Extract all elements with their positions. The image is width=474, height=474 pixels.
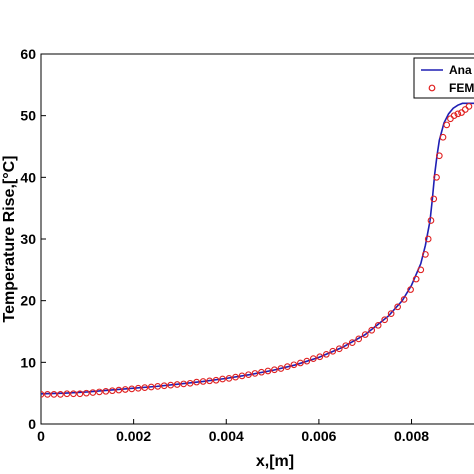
- fem-data-point: [271, 366, 278, 374]
- fem-data-point: [147, 383, 155, 391]
- fem-data-point: [381, 316, 389, 324]
- fem-data-point: [134, 384, 142, 392]
- y-axis-ticks: 0 10 20 30 40 50 60: [20, 46, 46, 432]
- fem-data-point: [342, 342, 350, 350]
- fem-data-point: [355, 335, 363, 343]
- fem-data-point: [407, 286, 414, 293]
- fem-data-point: [41, 391, 45, 398]
- fem-data-point: [121, 386, 129, 393]
- x-tick-label: 0.006: [301, 428, 336, 444]
- x-axis-ticks: 0 0.002 0.004 0.006 0.008: [37, 419, 429, 444]
- x-tick-label: 0: [37, 428, 45, 444]
- y-tick-label: 20: [20, 293, 36, 309]
- fem-data-point: [232, 373, 239, 381]
- fem-data-point: [199, 378, 207, 385]
- fem-data-point: [303, 357, 311, 365]
- fem-data-point: [115, 386, 123, 394]
- fem-data-point: [433, 173, 440, 181]
- fem-data-point: [361, 331, 369, 338]
- fem-data-point: [439, 133, 447, 141]
- fem-data-point: [430, 195, 438, 203]
- fem-data-point: [96, 388, 103, 396]
- x-tick-label: 0.008: [394, 428, 429, 444]
- fem-data-point: [238, 372, 246, 380]
- fem-data-point: [154, 383, 162, 390]
- fem-data-point: [83, 389, 90, 397]
- fem-data-point: [264, 367, 272, 375]
- fem-data-point: [417, 266, 425, 274]
- y-tick-label: 0: [28, 416, 36, 432]
- fem-data-point: [173, 381, 181, 388]
- fem-data-point: [108, 387, 116, 395]
- fem-data-point: [76, 390, 84, 398]
- fem-data-point: [63, 390, 71, 398]
- series-layer: [41, 102, 474, 398]
- y-tick-label: 50: [20, 108, 36, 124]
- fem-data-point: [258, 368, 265, 376]
- fem-data-point: [167, 381, 175, 389]
- fem-data-point: [290, 361, 298, 369]
- fem-data-point: [128, 385, 136, 393]
- fem-data-point: [225, 375, 233, 382]
- fem-data-point: [44, 391, 51, 398]
- fem-data-point: [443, 121, 451, 129]
- fem-data-point: [322, 350, 330, 358]
- fem-data-point: [141, 384, 149, 391]
- fem-data-point: [424, 235, 432, 243]
- fem-data-point: [284, 363, 291, 371]
- fem-data-point: [180, 380, 187, 388]
- fem-data-point: [251, 370, 259, 377]
- y-tick-label: 40: [20, 169, 36, 185]
- fem-data-point: [89, 389, 97, 396]
- fem-data-point: [400, 296, 408, 303]
- fem-data-point: [454, 110, 462, 118]
- x-tick-label: 0.004: [209, 428, 244, 444]
- fem-data-point: [245, 371, 252, 379]
- fem-data-point: [412, 275, 420, 283]
- x-tick-label: 0.002: [116, 428, 151, 444]
- legend-box: [413, 57, 474, 99]
- legend-circle-marker: [428, 84, 436, 92]
- legend-entry-ana: Ana: [449, 63, 472, 77]
- fem-data-point: [57, 391, 64, 398]
- fem-data-point: [329, 347, 337, 355]
- fem-data-point: [297, 359, 304, 367]
- fem-data-point: [70, 390, 77, 398]
- y-axis-label: Temperature Rise,[°C]: [1, 155, 18, 322]
- fem-data-point: [335, 345, 343, 353]
- fem-data-point: [368, 326, 376, 334]
- fem-data-point: [374, 321, 382, 329]
- fem-data-point: [219, 375, 226, 383]
- fem-data-point: [102, 387, 110, 395]
- y-tick-label: 10: [20, 354, 36, 370]
- fem-data-point: [435, 152, 443, 160]
- fem-data-point: [193, 378, 200, 386]
- fem-data-point: [422, 251, 429, 258]
- y-tick-label: 60: [20, 46, 36, 62]
- fem-data-point: [450, 112, 458, 120]
- fem-data-point: [160, 382, 168, 390]
- fem-data-point: [348, 339, 356, 346]
- fem-data-point: [186, 379, 194, 387]
- fem-data-point: [427, 217, 435, 224]
- fem-data-point: [387, 310, 395, 317]
- fem-data-point: [206, 377, 213, 385]
- fem-data-point: [316, 353, 324, 361]
- plot-area: [40, 53, 474, 425]
- fem-data-point: [212, 376, 220, 384]
- fem-data-point: [50, 391, 58, 398]
- fem-data-point: [394, 303, 401, 311]
- y-tick-label: 30: [20, 231, 36, 247]
- fem-data-point: [465, 103, 473, 110]
- legend-entry-fem: FEM: [449, 81, 474, 95]
- legend: Ana FEM: [413, 57, 474, 99]
- fem-data-point: [309, 355, 317, 362]
- fem-data-point: [277, 365, 285, 372]
- x-axis-label: x,[m]: [256, 453, 294, 470]
